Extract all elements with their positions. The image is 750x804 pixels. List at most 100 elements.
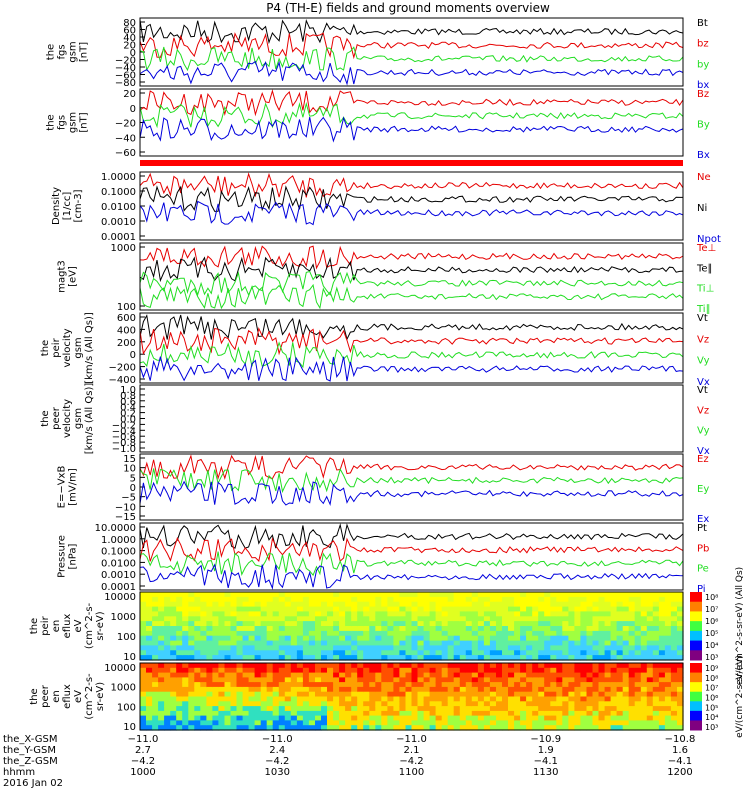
ytick-label: −20 bbox=[115, 119, 136, 130]
heatmap-cell bbox=[194, 645, 201, 651]
xaxis-tick-z: −4.2 bbox=[399, 756, 423, 767]
heatmap-cell bbox=[526, 630, 533, 637]
heatmap-cell bbox=[634, 682, 642, 688]
heatmap-cell bbox=[677, 701, 684, 707]
heatmap-cell bbox=[646, 640, 654, 647]
heatmap-cell bbox=[260, 655, 268, 661]
heatmap-cell bbox=[652, 611, 660, 617]
heatmap-cell bbox=[152, 635, 159, 642]
heatmap-cell bbox=[496, 706, 503, 712]
heatmap-cell bbox=[260, 720, 268, 726]
heatmap-cell bbox=[146, 635, 153, 642]
panel-ylabel-line: velocity bbox=[62, 328, 73, 367]
heatmap-cell bbox=[206, 650, 213, 656]
heatmap-cell bbox=[339, 672, 346, 678]
heatmap-cell bbox=[375, 626, 382, 632]
panel-ylabel-line: the bbox=[40, 410, 51, 426]
heatmap-cell bbox=[677, 606, 684, 613]
heatmap-cell bbox=[538, 672, 545, 678]
heatmap-cell bbox=[550, 592, 557, 598]
legend-Vy: Vy bbox=[697, 426, 710, 437]
ytick-label: 80 bbox=[123, 18, 136, 29]
heatmap-cell bbox=[598, 601, 606, 608]
heatmap-cell bbox=[465, 667, 473, 674]
heatmap-cell bbox=[375, 725, 382, 731]
heatmap-cell bbox=[634, 650, 642, 656]
heatmap-cell bbox=[423, 655, 431, 661]
heatmap-cell bbox=[550, 611, 557, 617]
colorbar-band bbox=[690, 650, 702, 661]
heatmap-cell bbox=[369, 650, 376, 656]
heatmap-cell bbox=[568, 635, 575, 642]
heatmap-cell bbox=[526, 601, 533, 608]
heatmap-cell bbox=[628, 592, 636, 598]
heatmap-cell bbox=[327, 655, 334, 661]
heatmap-cell bbox=[224, 682, 232, 688]
heatmap-cell bbox=[146, 710, 153, 717]
heatmap-cell bbox=[550, 720, 557, 726]
ytick-label: −400 bbox=[109, 375, 136, 386]
heatmap-cell bbox=[568, 672, 575, 678]
heatmap-cell bbox=[284, 640, 292, 647]
heatmap-cell bbox=[387, 720, 394, 726]
heatmap-cell bbox=[272, 725, 280, 731]
heatmap-cell bbox=[284, 601, 292, 608]
heatmap-cell bbox=[333, 696, 340, 702]
heatmap-cell bbox=[677, 621, 684, 627]
heatmap-cell bbox=[206, 596, 213, 603]
heatmap-cell bbox=[580, 706, 587, 712]
xaxis-row-label: the_X-GSM bbox=[3, 734, 57, 745]
heatmap-cell bbox=[369, 655, 376, 661]
heatmap-cell bbox=[532, 710, 539, 717]
heatmap-cell bbox=[351, 606, 358, 613]
heatmap-cell bbox=[339, 606, 346, 613]
heatmap-cell bbox=[369, 626, 376, 632]
heatmap-cell bbox=[544, 682, 551, 688]
heatmap-cell bbox=[302, 715, 310, 721]
heatmap-cell bbox=[616, 667, 624, 674]
heatmap-cell bbox=[520, 626, 527, 632]
heatmap-cell bbox=[405, 696, 413, 702]
heatmap-cell bbox=[423, 635, 431, 642]
heatmap-cell bbox=[284, 720, 292, 726]
heatmap-cell bbox=[266, 682, 274, 688]
heatmap-cell bbox=[140, 672, 147, 678]
heatmap-cell bbox=[369, 635, 376, 642]
heatmap-cell bbox=[502, 725, 509, 731]
heatmap-cell bbox=[248, 725, 256, 731]
heatmap-cell bbox=[489, 616, 497, 622]
panel-ylabel-line: [nT] bbox=[79, 42, 90, 62]
heatmap-cell bbox=[296, 682, 304, 688]
ytick-label: 0.0010 bbox=[101, 217, 136, 228]
heatmap-cell bbox=[496, 715, 503, 721]
heatmap-cell bbox=[471, 655, 479, 661]
heatmap-cell bbox=[502, 596, 509, 603]
heatmap-cell bbox=[646, 725, 654, 731]
heatmap-cell bbox=[170, 640, 177, 647]
heatmap-cell bbox=[634, 686, 642, 693]
heatmap-cell bbox=[652, 725, 660, 731]
panel-ylabel-line: [eV] bbox=[68, 266, 79, 287]
heatmap-cell bbox=[634, 720, 642, 726]
heatmap-cell bbox=[236, 596, 244, 603]
heatmap-cell bbox=[387, 640, 394, 647]
heatmap-cell bbox=[363, 725, 370, 731]
heatmap-cell bbox=[242, 616, 250, 622]
heatmap-cell bbox=[677, 616, 684, 622]
panel-ylabel-line: (cm^2-s- bbox=[84, 673, 95, 720]
heatmap-cell bbox=[327, 621, 334, 627]
heatmap-cell bbox=[194, 650, 201, 656]
heatmap-cell bbox=[339, 611, 346, 617]
heatmap-cell bbox=[496, 601, 503, 608]
heatmap-cell bbox=[568, 682, 575, 688]
heatmap-cell bbox=[176, 691, 183, 698]
heatmap-cell bbox=[562, 601, 569, 608]
heatmap-cell bbox=[284, 725, 292, 731]
heatmap-cell bbox=[580, 667, 587, 674]
heatmap-cell bbox=[622, 701, 630, 707]
heatmap-cell bbox=[164, 606, 171, 613]
heatmap-cell bbox=[447, 663, 455, 669]
heatmap-cell bbox=[242, 630, 250, 637]
heatmap-cell bbox=[266, 667, 274, 674]
